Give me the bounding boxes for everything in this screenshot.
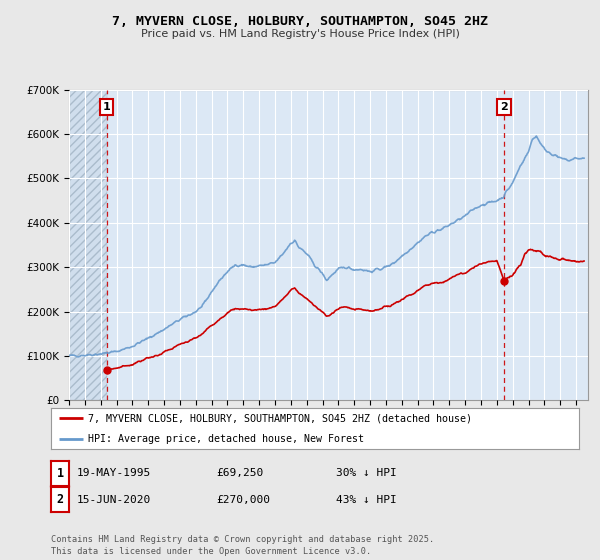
Text: 1: 1 bbox=[56, 466, 64, 480]
Bar bbox=[69, 90, 107, 400]
Text: 19-MAY-1995: 19-MAY-1995 bbox=[77, 468, 151, 478]
Text: 15-JUN-2020: 15-JUN-2020 bbox=[77, 494, 151, 505]
Text: £69,250: £69,250 bbox=[216, 468, 263, 478]
Text: 1: 1 bbox=[103, 102, 110, 112]
Text: 30% ↓ HPI: 30% ↓ HPI bbox=[336, 468, 397, 478]
Text: 7, MYVERN CLOSE, HOLBURY, SOUTHAMPTON, SO45 2HZ (detached house): 7, MYVERN CLOSE, HOLBURY, SOUTHAMPTON, S… bbox=[88, 413, 472, 423]
Text: 2: 2 bbox=[500, 102, 508, 112]
Text: £270,000: £270,000 bbox=[216, 494, 270, 505]
Text: Contains HM Land Registry data © Crown copyright and database right 2025.
This d: Contains HM Land Registry data © Crown c… bbox=[51, 535, 434, 556]
Text: HPI: Average price, detached house, New Forest: HPI: Average price, detached house, New … bbox=[88, 434, 364, 444]
Text: 7, MYVERN CLOSE, HOLBURY, SOUTHAMPTON, SO45 2HZ: 7, MYVERN CLOSE, HOLBURY, SOUTHAMPTON, S… bbox=[112, 15, 488, 28]
Text: 43% ↓ HPI: 43% ↓ HPI bbox=[336, 494, 397, 505]
Bar bbox=[69, 90, 107, 400]
Text: 2: 2 bbox=[56, 493, 64, 506]
Text: Price paid vs. HM Land Registry's House Price Index (HPI): Price paid vs. HM Land Registry's House … bbox=[140, 29, 460, 39]
